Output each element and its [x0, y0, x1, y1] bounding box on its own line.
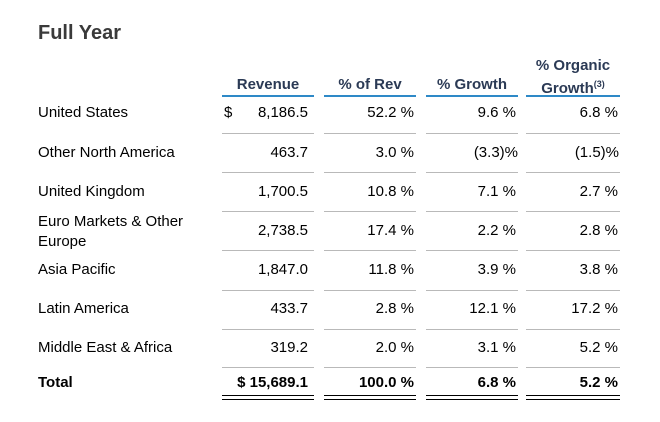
- organic-header-line1: % Organic: [535, 57, 611, 74]
- row-divider: [324, 133, 416, 134]
- growth-cell: (3.3)%: [473, 144, 518, 161]
- total-double-underline: [426, 395, 518, 400]
- total-pct-rev-cell: 100.0 %: [358, 374, 414, 391]
- row-divider: [222, 250, 314, 251]
- total-organic-cell: 5.2 %: [579, 374, 618, 391]
- organic-cell: 5.2 %: [579, 339, 618, 356]
- footnote-marker: (3): [593, 79, 605, 89]
- revenue-cell: 2,738.5: [257, 222, 308, 239]
- row-divider: [222, 367, 314, 368]
- row-divider: [222, 211, 314, 212]
- row-label: Euro Markets & Other Europe: [38, 213, 184, 250]
- organic-cell: 6.8 %: [579, 104, 618, 121]
- row-divider: [526, 250, 620, 251]
- revenue-cell: 1,847.0: [257, 261, 308, 278]
- pct-rev-cell: 10.8 %: [367, 183, 414, 200]
- growth-cell: 9.6 %: [477, 104, 516, 121]
- total-growth-cell: 6.8 %: [477, 374, 516, 391]
- row-divider: [324, 211, 416, 212]
- growth-cell: 2.2 %: [477, 222, 516, 239]
- column-header-growth: % Growth: [437, 76, 507, 93]
- growth-cell: 3.9 %: [477, 261, 516, 278]
- column-header-pct-rev: % of Rev: [338, 76, 402, 93]
- row-divider: [526, 133, 620, 134]
- revenue-cell: 463.7: [270, 144, 308, 161]
- row-divider: [526, 172, 620, 173]
- revenue-cell: 319.2: [270, 339, 308, 356]
- column-header-organic-growth: % Organic Growth(3): [526, 57, 620, 98]
- row-divider: [324, 172, 416, 173]
- column-header-revenue: Revenue: [236, 76, 300, 93]
- total-revenue-cell: $ 15,689.1: [237, 374, 308, 391]
- pct-rev-cell: 52.2 %: [367, 104, 414, 121]
- header-rule: [324, 95, 416, 97]
- row-label: United States: [38, 104, 129, 121]
- row-divider: [426, 172, 518, 173]
- row-divider: [526, 329, 620, 330]
- header-rule: [222, 95, 314, 97]
- row-label: Other North America: [38, 144, 175, 161]
- total-double-underline: [324, 395, 416, 400]
- row-divider: [222, 329, 314, 330]
- total-double-underline: [222, 395, 314, 400]
- revenue-cell: 433.7: [270, 300, 308, 317]
- header-rule: [426, 95, 518, 97]
- row-divider: [426, 133, 518, 134]
- row-divider: [426, 290, 518, 291]
- organic-cell: 2.7 %: [579, 183, 618, 200]
- row-label: Latin America: [38, 300, 129, 317]
- growth-cell: 3.1 %: [477, 339, 516, 356]
- row-divider: [426, 211, 518, 212]
- row-divider: [426, 367, 518, 368]
- revenue-cell: 1,700.5: [257, 183, 308, 200]
- row-divider: [222, 172, 314, 173]
- row-label: United Kingdom: [38, 183, 145, 200]
- organic-header-growth: Growth: [541, 80, 594, 97]
- pct-rev-cell: 11.8 %: [368, 261, 414, 278]
- row-divider: [324, 290, 416, 291]
- organic-cell: (1.5)%: [574, 144, 619, 161]
- growth-cell: 7.1 %: [477, 183, 516, 200]
- pct-rev-cell: 2.8 %: [375, 300, 414, 317]
- revenue-cell: 8,186.5: [257, 104, 308, 121]
- pct-rev-cell: 17.4 %: [367, 222, 414, 239]
- page-title: Full Year: [38, 22, 122, 44]
- row-divider: [426, 250, 518, 251]
- row-divider: [324, 250, 416, 251]
- organic-cell: 3.8 %: [579, 261, 618, 278]
- row-label: Middle East & Africa: [38, 339, 173, 356]
- row-label: Asia Pacific: [38, 261, 116, 278]
- row-divider: [526, 367, 620, 368]
- pct-rev-cell: 3.0 %: [375, 144, 414, 161]
- total-label: Total: [38, 374, 73, 391]
- row-divider: [526, 211, 620, 212]
- row-divider: [222, 290, 314, 291]
- header-rule: [526, 95, 620, 97]
- row-divider: [222, 133, 314, 134]
- growth-cell: 12.1 %: [469, 300, 516, 317]
- organic-header-line2: Growth(3): [526, 75, 620, 98]
- total-double-underline: [526, 395, 620, 400]
- organic-cell: 17.2 %: [571, 300, 618, 317]
- row-divider: [324, 367, 416, 368]
- row-divider: [526, 290, 620, 291]
- row-divider: [324, 329, 416, 330]
- pct-rev-cell: 2.0 %: [375, 339, 414, 356]
- organic-cell: 2.8 %: [579, 222, 618, 239]
- row-divider: [426, 329, 518, 330]
- currency-symbol: $: [224, 104, 233, 121]
